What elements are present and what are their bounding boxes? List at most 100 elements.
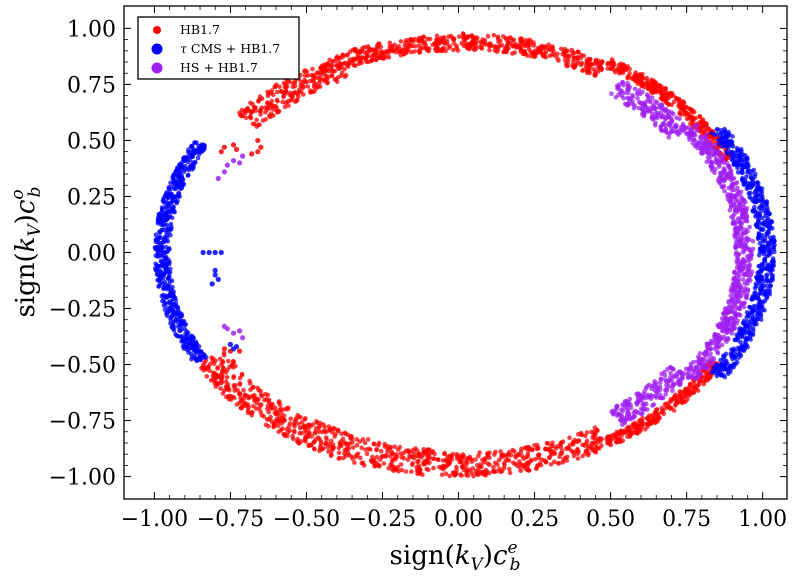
data-point: [492, 44, 498, 49]
data-point: [246, 395, 251, 401]
data-point: [770, 256, 776, 261]
data-point: [159, 274, 164, 279]
data-point: [750, 332, 756, 338]
data-point: [638, 79, 644, 85]
data-point: [668, 116, 674, 121]
data-point: [281, 431, 287, 437]
data-point: [738, 150, 744, 155]
data-point: [547, 454, 552, 460]
data-point: [740, 277, 746, 282]
data-point: [583, 433, 588, 439]
data-point: [564, 63, 570, 69]
data-point: [737, 273, 742, 279]
data-point: [755, 193, 761, 198]
data-point: [386, 51, 391, 56]
data-point: [750, 176, 756, 182]
data-point: [676, 369, 682, 375]
data-point: [758, 227, 764, 232]
data-point: [473, 457, 478, 462]
data-point: [258, 107, 263, 112]
data-point: [552, 451, 558, 456]
data-point: [558, 444, 564, 450]
data-point: [317, 80, 322, 85]
data-point: [569, 47, 575, 53]
data-point: [299, 430, 305, 436]
data-point: [750, 325, 756, 331]
data-point: [640, 89, 645, 95]
data-point: [654, 395, 659, 400]
data-point: [224, 162, 230, 168]
data-point: [317, 84, 323, 89]
data-point: [742, 342, 748, 348]
data-point: [699, 362, 704, 367]
data-point: [218, 149, 224, 155]
data-point: [310, 74, 316, 79]
data-point: [723, 314, 728, 320]
data-point: [314, 85, 319, 91]
data-point: [754, 222, 759, 228]
data-point: [718, 357, 723, 363]
data-point: [763, 245, 768, 251]
x-tick-label: −0.25: [349, 507, 416, 532]
data-point: [720, 184, 726, 190]
data-point: [416, 454, 422, 459]
data-point: [332, 77, 338, 82]
data-point: [510, 51, 515, 56]
data-point: [618, 429, 623, 434]
data-point: [744, 292, 750, 297]
data-point: [679, 105, 685, 111]
data-point: [739, 300, 744, 306]
data-point: [749, 169, 754, 174]
data-point: [657, 384, 663, 390]
data-point: [413, 446, 418, 451]
data-point: [274, 89, 280, 95]
data-point: [178, 311, 183, 316]
data-point: [171, 323, 177, 329]
data-point: [663, 107, 669, 112]
data-point: [757, 247, 763, 252]
data-point: [201, 355, 206, 360]
data-point: [764, 288, 769, 293]
data-point: [573, 449, 578, 455]
data-point: [735, 209, 740, 214]
data-point: [659, 128, 664, 133]
data-point: [165, 294, 170, 299]
data-point: [458, 472, 463, 477]
data-point: [191, 347, 197, 353]
data-point: [398, 462, 404, 467]
data-point: [543, 460, 549, 465]
legend-label-tau-cms: τ CMS + HB1.7: [180, 41, 280, 56]
data-point: [737, 351, 743, 357]
data-point: [185, 166, 190, 171]
data-point: [343, 72, 349, 78]
data-point: [677, 377, 683, 382]
data-point: [218, 249, 224, 256]
data-point: [515, 44, 520, 49]
data-point: [547, 53, 553, 59]
data-point: [616, 63, 621, 68]
data-point: [651, 415, 656, 420]
data-point: [619, 88, 624, 94]
data-point: [635, 90, 640, 95]
data-point: [269, 98, 275, 104]
data-point: [169, 314, 175, 319]
data-point: [650, 419, 656, 424]
data-point: [461, 43, 467, 49]
data-point: [421, 447, 427, 452]
data-point: [737, 154, 743, 160]
data-point: [209, 281, 215, 287]
data-point: [707, 157, 712, 163]
data-point: [724, 366, 730, 372]
data-point: [180, 344, 186, 349]
data-point: [475, 472, 481, 478]
data-point: [671, 408, 677, 413]
data-point: [375, 46, 381, 52]
data-point: [745, 272, 751, 277]
data-point: [192, 140, 197, 145]
data-point: [195, 155, 201, 161]
data-point: [532, 456, 538, 462]
data-point: [165, 201, 170, 206]
data-point: [491, 464, 496, 470]
data-point: [175, 178, 181, 183]
data-points: [152, 31, 777, 479]
